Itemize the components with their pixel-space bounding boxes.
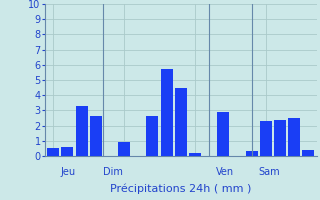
Text: Précipitations 24h ( mm ): Précipitations 24h ( mm ) xyxy=(110,183,252,194)
Bar xyxy=(246,151,258,156)
Bar xyxy=(47,148,59,156)
Bar xyxy=(175,88,187,156)
Bar xyxy=(288,118,300,156)
Text: Jeu: Jeu xyxy=(60,167,76,177)
Text: Ven: Ven xyxy=(216,167,234,177)
Bar xyxy=(189,153,201,156)
Bar xyxy=(118,142,130,156)
Bar xyxy=(274,120,286,156)
Bar xyxy=(161,69,173,156)
Bar xyxy=(90,116,102,156)
Bar xyxy=(260,121,272,156)
Bar xyxy=(217,112,229,156)
Text: Sam: Sam xyxy=(259,167,280,177)
Bar xyxy=(76,106,88,156)
Bar xyxy=(302,150,314,156)
Bar xyxy=(61,147,74,156)
Bar xyxy=(147,116,158,156)
Text: Dim: Dim xyxy=(103,167,123,177)
